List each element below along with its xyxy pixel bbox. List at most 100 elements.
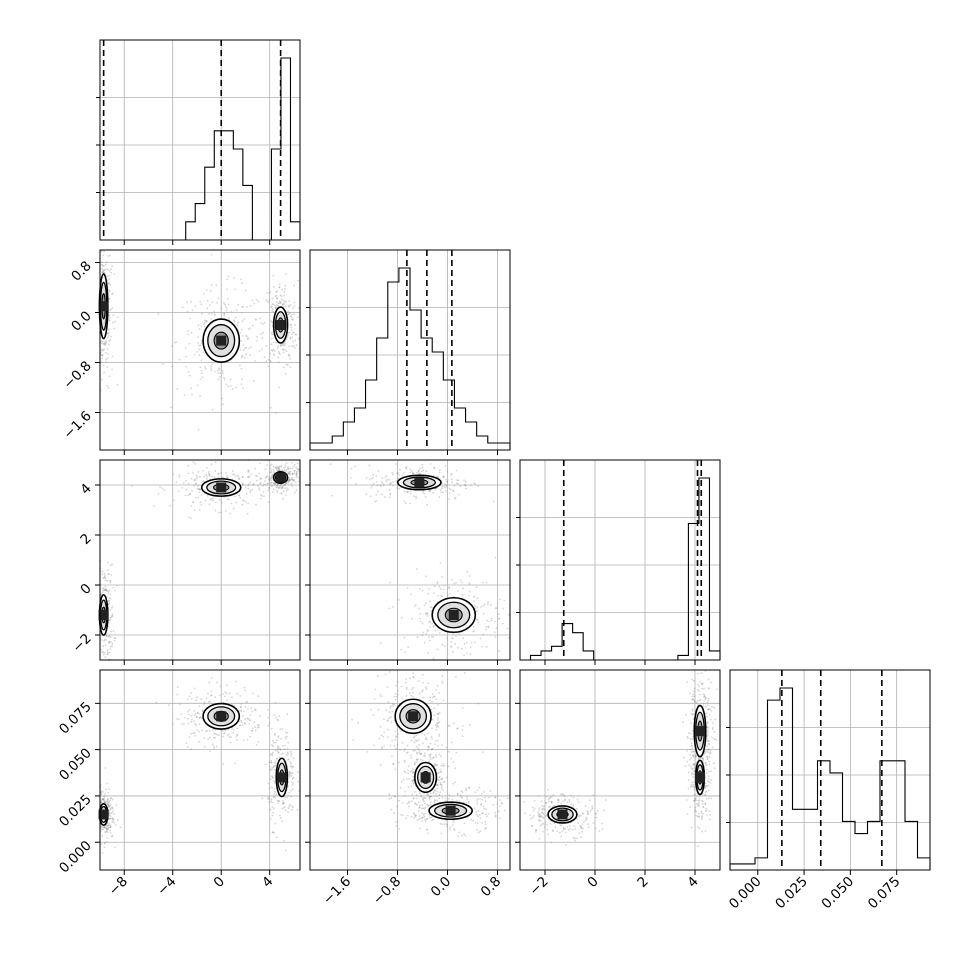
sample-point	[103, 800, 106, 803]
sample-point	[713, 738, 716, 741]
sample-point	[108, 318, 111, 321]
sample-point	[272, 274, 275, 277]
sample-point	[285, 468, 288, 471]
sample-point	[592, 822, 595, 824]
sample-point	[706, 763, 708, 766]
sample-point	[504, 809, 506, 812]
sample-point	[485, 581, 488, 584]
sample-point	[223, 302, 225, 304]
sample-point	[284, 465, 287, 468]
sample-point	[295, 344, 298, 347]
sample-point	[223, 314, 226, 317]
sample-point	[591, 805, 594, 808]
sample-point	[452, 761, 455, 764]
sample-point	[285, 363, 288, 366]
sample-point	[229, 741, 232, 744]
sample-point	[394, 738, 397, 741]
sample-point	[699, 757, 702, 759]
sample-point	[202, 469, 205, 472]
sample-point	[418, 607, 420, 610]
sample-point	[388, 717, 391, 720]
sample-point	[412, 797, 415, 800]
sample-point	[691, 678, 693, 681]
sample-point	[244, 289, 247, 292]
sample-point	[172, 499, 175, 502]
sample-point	[193, 509, 196, 512]
sample-point	[556, 830, 559, 833]
sample-point	[226, 475, 229, 477]
sample-point	[415, 761, 418, 763]
panel-frame	[519, 459, 721, 661]
sample-point	[247, 484, 250, 487]
sample-point	[563, 794, 565, 797]
sample-point	[291, 467, 293, 470]
sample-point	[435, 724, 437, 726]
sample-point	[703, 687, 705, 690]
sample-point	[460, 581, 463, 584]
sample-point	[456, 590, 459, 592]
sample-point	[482, 812, 484, 815]
sample-point	[101, 271, 104, 274]
sample-point	[707, 797, 710, 800]
sample-point	[227, 317, 230, 320]
sample-point	[108, 806, 110, 808]
sample-point	[403, 795, 406, 797]
sample-point	[238, 477, 241, 480]
sample-point	[107, 335, 110, 337]
sample-point	[268, 798, 270, 800]
sample-point	[173, 341, 176, 344]
sample-point	[280, 464, 283, 467]
sample-point	[573, 837, 576, 840]
sample-point	[691, 713, 694, 716]
sample-point	[591, 807, 594, 809]
sample-point	[463, 671, 466, 674]
sample-point	[103, 342, 105, 345]
sample-point	[437, 717, 439, 719]
sample-point	[104, 344, 107, 346]
sample-point	[497, 810, 500, 813]
sample-point	[538, 809, 540, 811]
sample-point	[538, 816, 540, 818]
sample-point	[544, 823, 547, 826]
sample-point	[107, 332, 109, 335]
sample-point	[709, 750, 712, 752]
sample-point	[273, 793, 276, 796]
sample-point	[284, 343, 287, 345]
sample-point	[246, 738, 249, 741]
sample-point	[535, 830, 537, 833]
sample-point	[103, 794, 106, 797]
sample-point	[245, 347, 248, 349]
sample-point	[251, 299, 254, 301]
sample-point	[523, 801, 525, 803]
sample-point	[268, 787, 271, 789]
sample-point	[436, 721, 438, 724]
sample-point	[268, 478, 271, 481]
sample-point	[438, 794, 441, 797]
sample-point	[432, 818, 435, 821]
sample-point	[266, 475, 268, 477]
sample-point	[695, 814, 697, 817]
sample-point	[286, 466, 289, 469]
sample-point	[222, 372, 224, 375]
sample-point	[404, 771, 407, 774]
sample-point	[249, 489, 252, 492]
sample-point	[545, 795, 548, 798]
sample-point	[388, 711, 390, 714]
sample-point	[598, 830, 601, 832]
sample-point	[447, 724, 450, 727]
sample-point	[694, 754, 697, 756]
sample-point	[705, 809, 708, 812]
sample-point	[705, 807, 707, 810]
sample-point	[254, 729, 257, 732]
sample-point	[257, 300, 260, 303]
sample-point	[196, 476, 199, 478]
sample-point	[282, 807, 285, 809]
sample-point	[178, 476, 181, 478]
sample-point	[694, 755, 697, 758]
sample-point	[432, 792, 435, 794]
sample-point	[400, 780, 403, 783]
sample-point	[373, 698, 376, 700]
sample-point	[223, 378, 226, 381]
sample-point	[403, 490, 406, 493]
sample-point	[416, 752, 418, 755]
